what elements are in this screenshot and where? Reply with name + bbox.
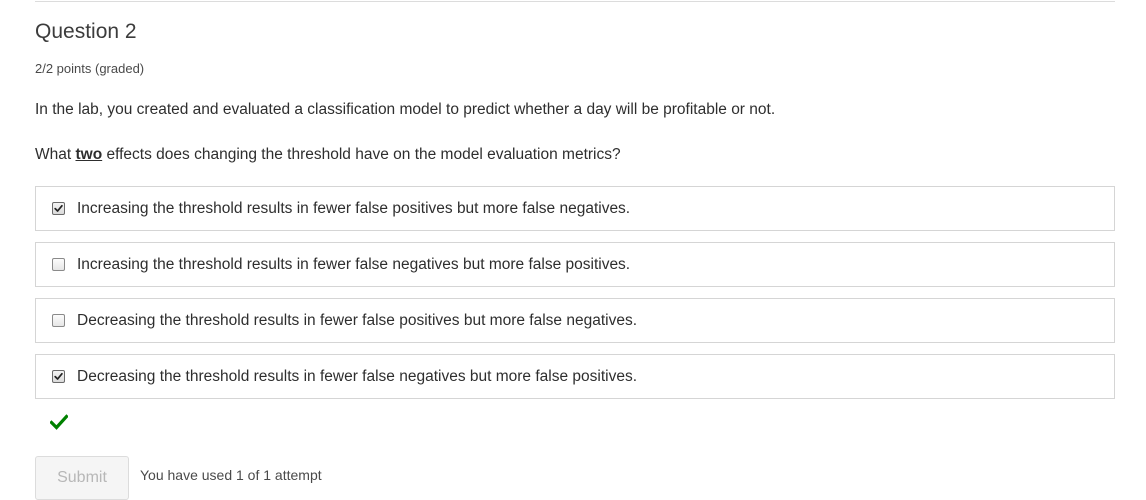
checkbox-check-icon xyxy=(54,204,63,212)
option-label: Increasing the threshold results in fewe… xyxy=(77,255,631,273)
option-checkbox[interactable] xyxy=(52,202,65,215)
answer-option-2[interactable]: Increasing the threshold results in fewe… xyxy=(35,242,1115,287)
answer-option-3[interactable]: Decreasing the threshold results in fewe… xyxy=(35,298,1115,343)
question-title: Question 2 xyxy=(35,20,137,43)
option-label: Decreasing the threshold results in fewe… xyxy=(77,367,638,385)
checkbox-check-icon xyxy=(54,372,63,380)
question-instruction: What two effects does changing the thres… xyxy=(35,145,621,165)
answer-option-4[interactable]: Decreasing the threshold results in fewe… xyxy=(35,354,1115,399)
instruction-emphasis: two xyxy=(75,146,103,163)
question-prompt: In the lab, you created and evaluated a … xyxy=(35,101,776,118)
option-checkbox[interactable] xyxy=(52,258,65,271)
instruction-text-before: What xyxy=(35,146,76,163)
answer-option-1[interactable]: Increasing the threshold results in fewe… xyxy=(35,186,1115,231)
instruction-text-after: effects does changing the threshold have… xyxy=(102,146,621,163)
attempts-status: You have used 1 of 1 attempt xyxy=(140,467,322,483)
question-points: 2/2 points (graded) xyxy=(35,61,145,76)
option-checkbox[interactable] xyxy=(52,370,65,383)
option-label: Decreasing the threshold results in fewe… xyxy=(77,311,638,329)
top-divider xyxy=(35,1,1115,2)
checkmark-icon xyxy=(50,414,68,430)
option-label: Increasing the threshold results in fewe… xyxy=(77,199,631,217)
submit-button[interactable]: Submit xyxy=(35,456,129,500)
answer-options: Increasing the threshold results in fewe… xyxy=(35,186,1115,410)
option-checkbox[interactable] xyxy=(52,314,65,327)
